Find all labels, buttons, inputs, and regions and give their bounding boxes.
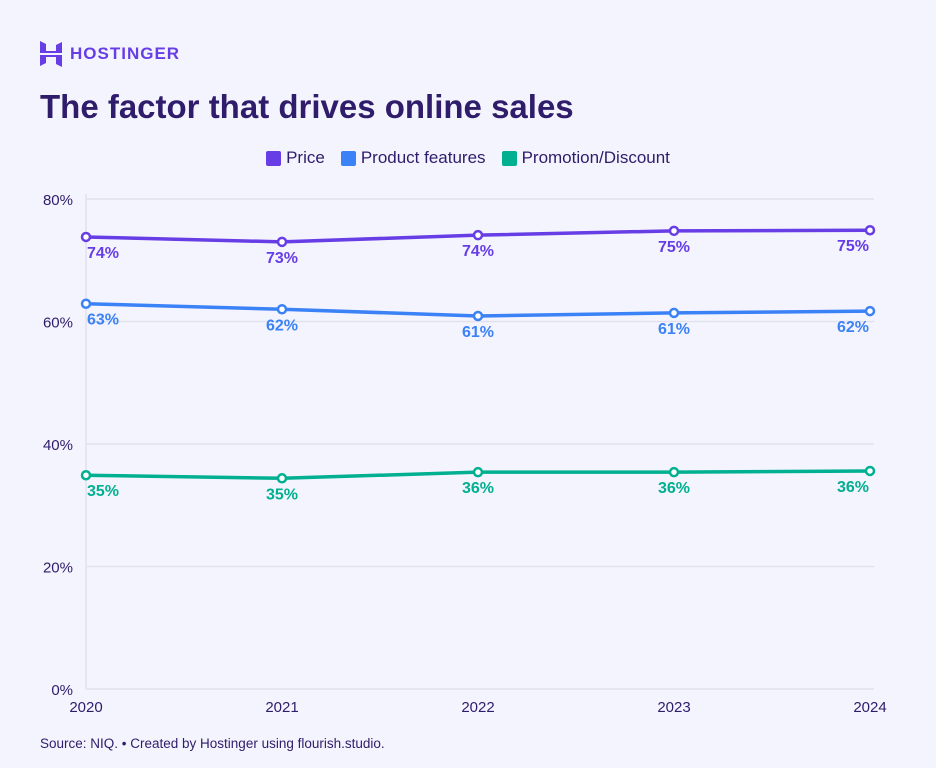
data-label: 62% — [266, 317, 298, 334]
x-tick-label: 2024 — [853, 699, 886, 716]
legend-label: Product features — [360, 148, 486, 167]
data-label: 61% — [658, 321, 690, 338]
data-point — [668, 225, 680, 237]
legend: Price Product features Promotion/Discoun… — [0, 148, 936, 168]
data-label: 75% — [658, 239, 690, 256]
data-label: 35% — [87, 483, 119, 500]
x-tick-label: 2023 — [657, 699, 690, 716]
data-point — [276, 473, 288, 484]
legend-swatch — [501, 150, 517, 166]
data-label: 36% — [658, 480, 690, 497]
data-label: 36% — [462, 480, 494, 497]
y-tick-label: 60% — [43, 315, 73, 332]
legend-swatch — [340, 150, 356, 166]
data-point — [472, 229, 484, 241]
data-point — [80, 469, 92, 481]
data-point — [80, 231, 92, 243]
x-tick-label: 2021 — [265, 699, 298, 716]
data-point — [864, 465, 876, 477]
legend-label: Price — [286, 148, 325, 167]
x-tick-label: 2020 — [69, 699, 102, 716]
data-label: 63% — [87, 312, 119, 329]
data-point — [668, 307, 680, 319]
y-tick-label: 20% — [43, 560, 73, 577]
data-point — [80, 298, 92, 309]
data-point — [276, 236, 288, 248]
brand-name: HOSTINGER — [70, 44, 181, 63]
data-point — [472, 310, 484, 322]
data-label: 75% — [837, 238, 869, 255]
source-note: Source: NIQ. • Created by Hostinger usin… — [40, 736, 385, 751]
data-point — [668, 466, 680, 478]
x-tick-label: 2022 — [461, 699, 494, 716]
data-point — [864, 224, 876, 236]
hostinger-logo: HOSTINGER — [40, 41, 180, 67]
data-label: 61% — [462, 324, 494, 341]
legend-item-price[interactable]: Price — [266, 148, 325, 168]
data-point — [276, 304, 288, 315]
legend-label: Promotion/Discount — [521, 148, 670, 167]
hostinger-logo-icon — [40, 41, 62, 67]
data-label: 35% — [266, 486, 298, 503]
y-tick-label: 0% — [51, 682, 73, 699]
data-label: 36% — [837, 479, 869, 496]
y-tick-label: 80% — [43, 192, 73, 209]
data-label: 74% — [462, 243, 494, 260]
legend-item-promotion[interactable]: Promotion/Discount — [501, 148, 670, 168]
data-point — [864, 305, 876, 317]
chart-title: The factor that drives online sales — [40, 88, 574, 125]
data-label: 62% — [837, 319, 869, 336]
y-tick-label: 40% — [43, 437, 73, 454]
data-point — [472, 466, 484, 478]
data-label: 74% — [87, 245, 119, 262]
legend-item-product-features[interactable]: Product features — [340, 148, 486, 168]
data-label: 73% — [266, 250, 298, 267]
legend-swatch — [266, 150, 282, 166]
